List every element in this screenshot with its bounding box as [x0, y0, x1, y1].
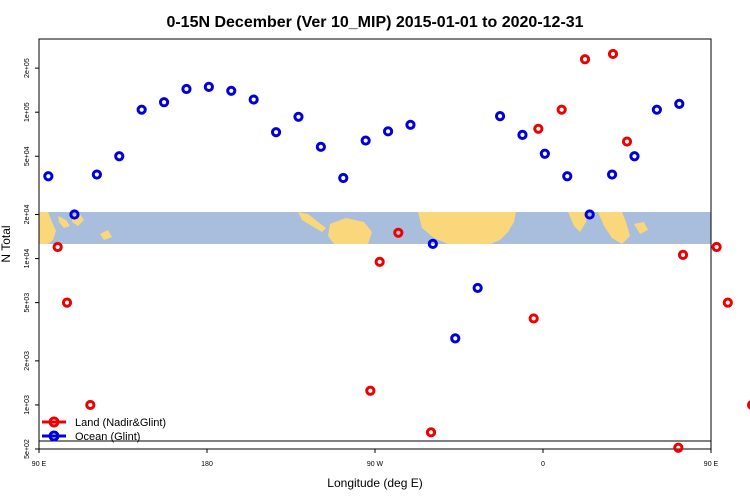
ocean-data-point — [562, 171, 573, 182]
legend-land-marker — [48, 416, 60, 428]
ocean-data-point — [629, 151, 640, 162]
x-tick-label: 90 E — [704, 461, 719, 468]
land-shape-africa — [418, 212, 516, 244]
ocean-data-point — [69, 209, 80, 220]
land-data-point — [556, 104, 567, 115]
ocean-data-point — [494, 111, 506, 122]
land-data-point — [607, 48, 619, 60]
x-axis-ticks: 90 E 180 90 W 0 90 E — [32, 449, 719, 468]
y-tick-label: 2e+05 — [24, 58, 31, 78]
ocean-data-point — [338, 172, 349, 184]
y-tick-label: 1e+03 — [24, 395, 31, 415]
y-tick-label: 5e+02 — [24, 439, 31, 459]
land-data-point — [374, 256, 385, 267]
land-shape-sumatra — [58, 216, 70, 228]
land-shape-asia — [39, 212, 56, 244]
ocean-data-point — [472, 282, 483, 294]
ocean-data-point — [43, 171, 54, 182]
y-axis-ticks: 5e+02 1e+03 2e+03 5e+03 1e+04 2e+04 5e+04 1e+05… — [24, 58, 39, 459]
land-shape-guinea — [100, 230, 112, 240]
ocean-data-point — [360, 135, 371, 146]
land-shape-seasia — [598, 212, 630, 244]
x-tick-label: 0 — [541, 461, 545, 468]
legend-ocean-label: Ocean (Glint) — [75, 431, 140, 443]
land-data-point — [425, 427, 437, 438]
x-tick-label: 90 W — [367, 461, 384, 468]
land-data-point — [528, 313, 539, 324]
ocean-data-point — [651, 104, 662, 115]
land-data-point — [579, 54, 591, 65]
ocean-data-point — [315, 141, 326, 152]
ocean-data-point — [584, 209, 595, 220]
ocean-band — [39, 212, 711, 244]
ocean-data-point — [248, 94, 259, 105]
y-axis-label: N Total — [0, 225, 13, 262]
land-data-point — [722, 297, 733, 308]
legend-ocean-marker — [48, 430, 60, 442]
ocean-data-point — [517, 129, 528, 140]
ocean-data-point — [450, 333, 461, 344]
ocean-data-point — [181, 83, 192, 95]
land-data-point — [61, 297, 73, 308]
ocean-data-point — [293, 111, 304, 122]
data-points — [43, 48, 750, 453]
ocean-data-point — [539, 148, 550, 159]
ocean-data-point — [114, 151, 125, 162]
land-data-point — [711, 241, 722, 253]
ocean-data-point — [136, 104, 147, 115]
ocean-data-point — [226, 85, 237, 96]
land-data-point — [746, 400, 750, 410]
ocean-data-point — [203, 81, 214, 92]
land-shape-central-america — [298, 212, 326, 232]
ocean-data-point — [674, 98, 685, 109]
x-tick-label: 180 — [201, 461, 213, 468]
land-data-point — [677, 249, 689, 260]
land-data-point — [533, 123, 544, 134]
land-data-point — [393, 227, 404, 238]
y-tick-label: 5e+04 — [24, 146, 31, 166]
y-tick-label: 5e+03 — [24, 293, 31, 313]
legend-land-label: Land (Nadir&Glint) — [75, 417, 166, 429]
x-axis-label: Longitude (deg E) — [327, 476, 422, 490]
land-shape-islands — [634, 222, 648, 234]
ocean-data-point — [158, 97, 170, 108]
land-shape-india — [568, 212, 588, 232]
y-tick-label: 1e+05 — [24, 102, 31, 122]
ocean-data-point — [91, 169, 102, 180]
land-data-point — [85, 399, 96, 411]
x-tick-label: 90 E — [32, 461, 47, 468]
world-map-band — [39, 212, 711, 244]
ocean-data-point — [405, 119, 416, 130]
ocean-data-point — [270, 127, 282, 138]
ocean-data-point — [427, 238, 438, 249]
y-tick-label: 1e+04 — [24, 249, 31, 269]
y-tick-label: 2e+04 — [24, 205, 31, 225]
land-data-point — [621, 136, 633, 147]
land-data-point — [52, 241, 63, 253]
land-shape-south-america — [328, 218, 372, 244]
chart-title: 0-15N December (Ver 10_MIP) 2015-01-01 t… — [166, 14, 583, 31]
ocean-data-point — [606, 169, 618, 180]
land-data-point — [673, 442, 684, 453]
y-tick-label: 2e+03 — [24, 351, 31, 371]
ocean-data-point — [382, 126, 394, 137]
legend: Land (Nadir&Glint) Ocean (Glint) — [42, 416, 166, 443]
land-data-point — [365, 385, 376, 396]
